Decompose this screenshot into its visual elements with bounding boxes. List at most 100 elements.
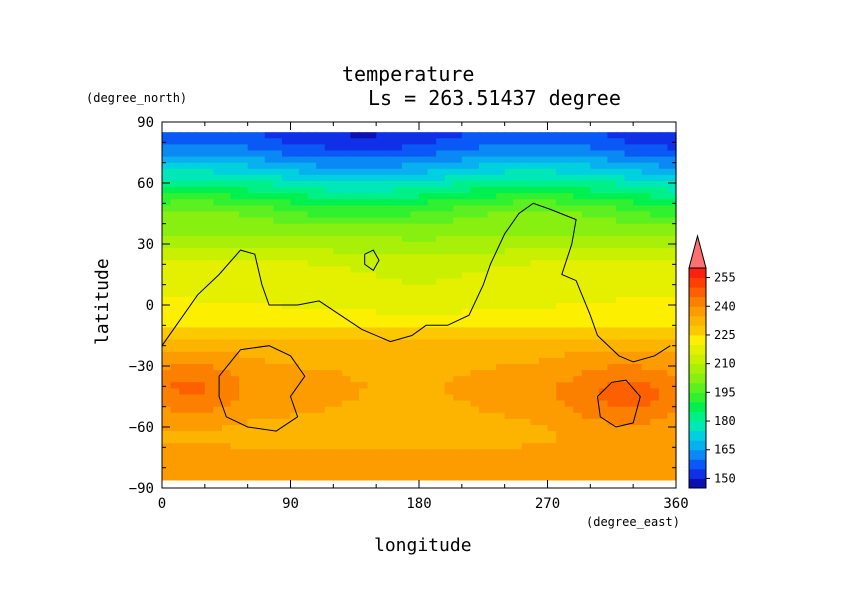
field-cell: [470, 370, 480, 377]
field-cell: [393, 180, 403, 188]
field-cell: [213, 248, 223, 255]
field-cell: [299, 309, 309, 316]
field-cell: [496, 412, 506, 420]
field-cell: [384, 199, 394, 206]
field-cell: [367, 309, 377, 316]
field-cell: [547, 437, 557, 444]
field-cell: [461, 205, 471, 213]
field-cell: [179, 412, 189, 420]
field-cell: [324, 400, 334, 408]
field-cell: [230, 351, 240, 359]
field-cell: [547, 412, 557, 420]
field-cell: [496, 205, 506, 213]
field-cell: [179, 193, 189, 200]
field-cell: [504, 229, 514, 237]
field-cell: [196, 235, 206, 243]
field-cell: [547, 424, 557, 432]
field-cell: [436, 431, 446, 438]
field-cell: [316, 211, 326, 219]
field-cell: [444, 150, 454, 158]
field-cell: [359, 388, 369, 396]
field-cell: [547, 150, 557, 158]
field-cell: [196, 333, 206, 341]
field-cell: [221, 327, 232, 335]
field-cell: [307, 345, 317, 353]
field-cell: [427, 418, 437, 426]
field-cell: [427, 473, 437, 481]
field-cell: [521, 284, 531, 292]
field-cell: [162, 467, 172, 475]
field-cell: [496, 437, 506, 444]
field-cell: [453, 339, 463, 347]
field-cell: [196, 254, 206, 261]
field-cell: [264, 187, 274, 194]
field-cell: [316, 254, 326, 261]
field-cell: [496, 132, 506, 139]
field-cell: [350, 150, 360, 158]
field-cell: [530, 382, 540, 389]
field-cell: [273, 473, 283, 481]
field-cell: [521, 400, 531, 408]
field-cell: [196, 437, 206, 444]
field-cell: [436, 290, 446, 298]
field-cell: [239, 467, 249, 475]
field-cell: [290, 187, 300, 194]
field-cell: [299, 363, 309, 371]
field-cell: [179, 339, 189, 347]
field-cell: [299, 272, 309, 280]
field-cell: [504, 217, 514, 225]
field-cell: [204, 437, 214, 444]
field-cell: [590, 376, 600, 383]
field-cell: [213, 400, 223, 408]
field-cell: [333, 278, 343, 286]
field-cell: [204, 388, 214, 396]
colorbar-tick-label: 240: [714, 299, 736, 313]
field-cell: [333, 418, 343, 426]
field-cell: [538, 217, 549, 225]
field-cell: [487, 168, 497, 176]
field-cell: [247, 150, 257, 158]
field-cell: [556, 296, 566, 304]
field-cell: [607, 418, 617, 426]
field-cell: [436, 162, 446, 170]
field-cell: [401, 241, 412, 249]
field-cell: [419, 162, 429, 170]
field-cell: [341, 223, 352, 231]
field-cell: [513, 205, 523, 213]
field-cell: [299, 217, 309, 225]
field-cell: [530, 431, 540, 438]
field-cell: [504, 321, 514, 328]
field-cell: [256, 431, 266, 438]
field-cell: [504, 424, 514, 432]
field-cell: [573, 217, 583, 225]
field-cell: [667, 211, 677, 219]
field-cell: [273, 418, 283, 426]
field-cell: [658, 266, 669, 274]
field-cell: [513, 363, 523, 371]
field-cell: [521, 168, 531, 176]
field-cell: [667, 437, 677, 444]
field-cell: [264, 168, 274, 176]
field-cell: [264, 193, 274, 200]
field-cell: [230, 180, 240, 188]
field-cell: [530, 296, 540, 304]
field-cell: [470, 132, 480, 139]
field-cell: [239, 144, 249, 152]
field-cell: [461, 418, 471, 426]
field-cell: [307, 363, 317, 371]
field-cell: [436, 260, 446, 267]
field-cell: [367, 144, 377, 152]
field-cell: [573, 418, 583, 426]
field-cell: [547, 406, 557, 414]
field-cell: [333, 406, 343, 414]
field-cell: [633, 229, 643, 237]
field-cell: [419, 284, 429, 292]
field-cell: [247, 315, 257, 322]
field-cell: [273, 174, 283, 182]
field-cell: [162, 296, 172, 304]
field-cell: [239, 174, 249, 182]
field-cell: [187, 248, 197, 255]
field-cell: [393, 455, 403, 463]
field-cell: [384, 315, 394, 322]
field-cell: [410, 162, 420, 170]
